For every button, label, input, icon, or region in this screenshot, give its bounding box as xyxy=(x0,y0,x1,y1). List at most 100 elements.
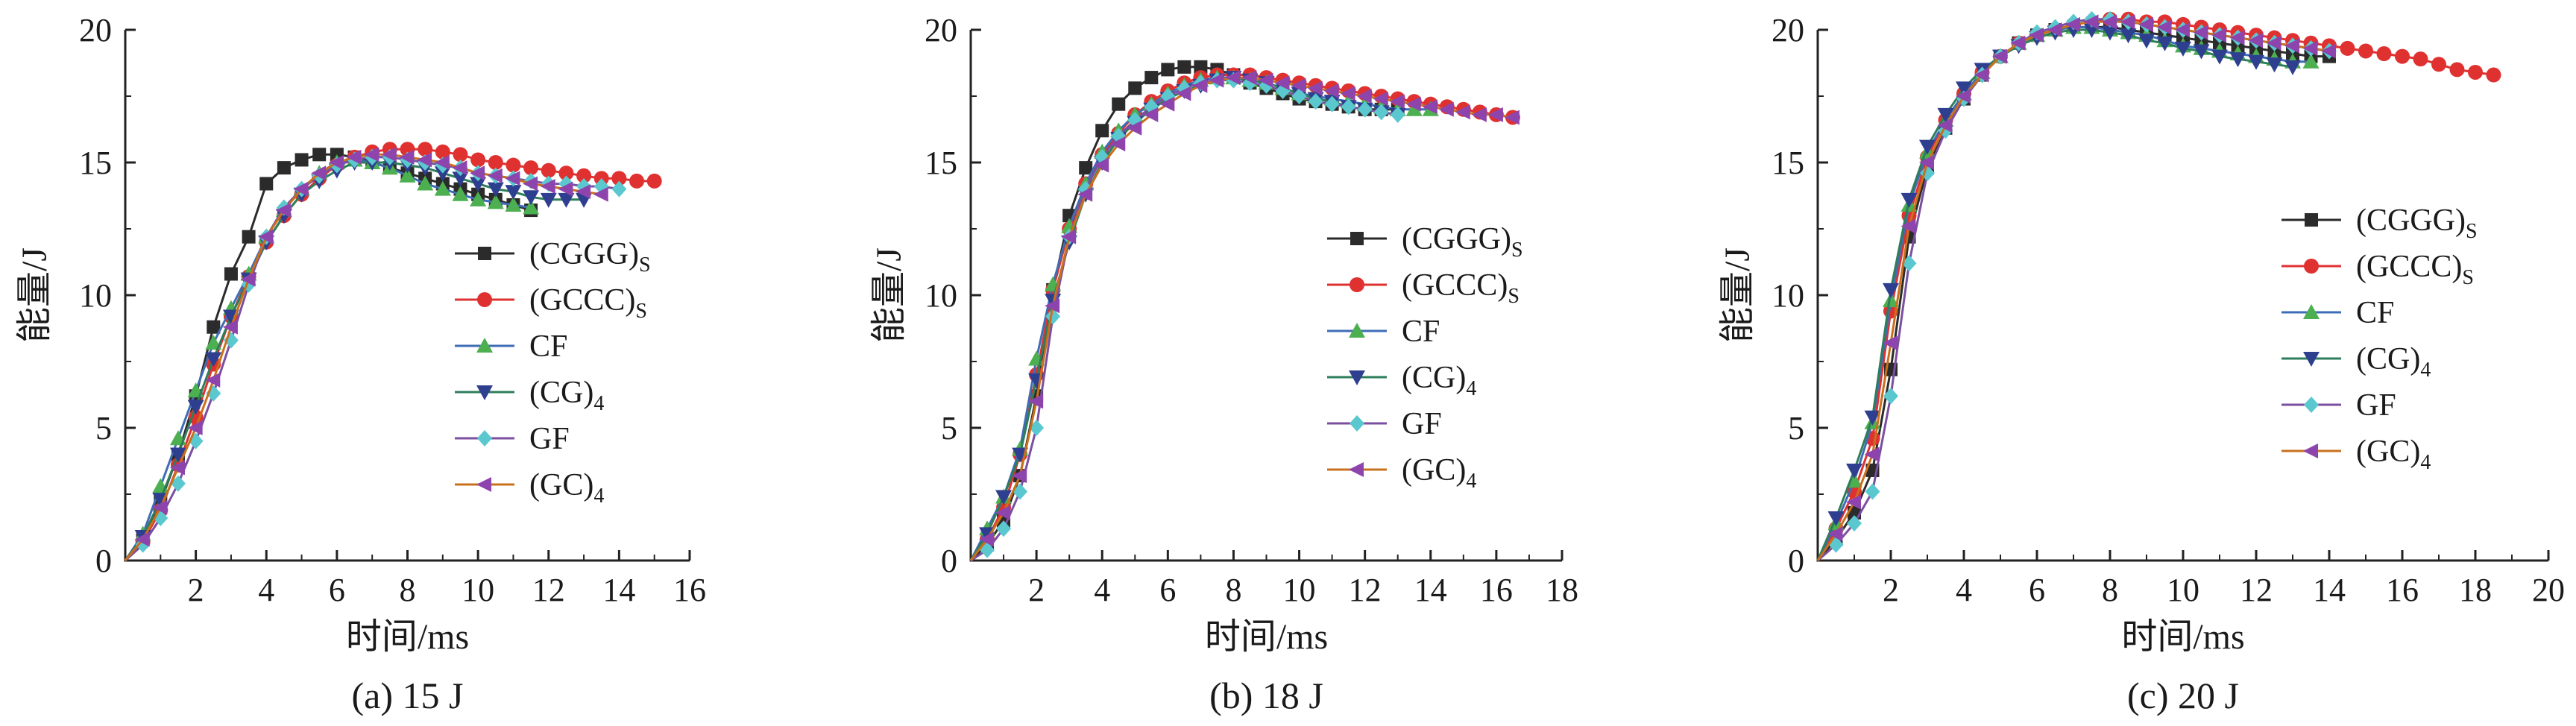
data-point xyxy=(1077,186,1093,202)
legend-label: (GCCC)S xyxy=(2356,250,2474,289)
data-point xyxy=(1112,97,1126,111)
data-point xyxy=(1900,192,1918,208)
legend-label: (CG)4 xyxy=(1402,361,1476,400)
data-point xyxy=(2449,62,2465,78)
legend-marker xyxy=(1349,323,1365,338)
x-tick-label: 12 xyxy=(1349,572,1382,608)
data-point xyxy=(488,155,503,170)
data-point xyxy=(1144,71,1159,85)
data-point xyxy=(558,175,574,192)
legend-marker xyxy=(1350,232,1364,245)
data-point xyxy=(1110,136,1126,152)
data-point xyxy=(187,400,204,415)
data-point xyxy=(541,162,556,178)
series-line-2 xyxy=(124,158,532,561)
x-tick-label: 14 xyxy=(2313,572,2346,608)
data-point xyxy=(275,203,291,218)
data-point xyxy=(1274,75,1290,91)
data-point xyxy=(434,155,450,170)
data-point xyxy=(207,320,221,334)
data-point xyxy=(2211,49,2228,65)
data-point xyxy=(1405,101,1423,116)
y-tick-label: 0 xyxy=(1788,543,1804,579)
data-point xyxy=(1883,335,1898,351)
data-point xyxy=(576,184,591,200)
data-point xyxy=(558,192,575,208)
data-point xyxy=(2321,43,2336,59)
y-tick-label: 0 xyxy=(941,543,957,579)
data-point xyxy=(523,160,539,176)
data-point xyxy=(1177,60,1191,74)
legend-label: (CGGG)S xyxy=(529,237,651,277)
data-point xyxy=(170,475,186,492)
legend-marker xyxy=(476,385,493,400)
data-point xyxy=(1937,118,1953,133)
x-tick-label: 18 xyxy=(1546,572,1578,608)
data-point xyxy=(995,505,1011,520)
data-point xyxy=(470,152,486,168)
data-point xyxy=(1390,106,1405,123)
data-point xyxy=(487,194,504,209)
x-tick-label: 8 xyxy=(1225,572,1241,608)
data-point xyxy=(1883,388,1898,405)
data-point xyxy=(277,161,291,175)
data-point xyxy=(1161,63,1175,77)
legend-marker xyxy=(1349,370,1365,385)
data-point xyxy=(452,160,467,176)
y-tick-label: 5 xyxy=(95,410,112,446)
series-line-4 xyxy=(970,79,1398,562)
data-point xyxy=(2138,34,2155,49)
legend-label: (CG)4 xyxy=(529,376,604,415)
data-point xyxy=(558,165,574,181)
data-point xyxy=(2486,67,2501,83)
data-point xyxy=(434,166,451,182)
data-point xyxy=(1323,83,1339,98)
legend-label: (CGGG)S xyxy=(2356,203,2478,243)
x-tick-label: 14 xyxy=(1414,572,1447,608)
data-point xyxy=(1013,483,1028,500)
data-point xyxy=(2284,38,2299,54)
series-line-5 xyxy=(124,153,602,561)
data-point xyxy=(1883,292,1899,308)
data-point xyxy=(1143,107,1159,122)
data-point xyxy=(2431,57,2446,72)
data-point xyxy=(1241,70,1257,86)
data-point xyxy=(2193,25,2208,40)
data-point xyxy=(1079,161,1093,175)
data-point xyxy=(1900,218,1916,234)
data-point xyxy=(1373,104,1389,121)
data-point xyxy=(1094,157,1109,173)
data-point xyxy=(611,171,627,186)
x-tick-label: 8 xyxy=(2102,572,2118,608)
x-tick-label: 4 xyxy=(1094,572,1110,608)
data-point xyxy=(1487,107,1503,122)
data-point xyxy=(240,271,256,287)
data-point xyxy=(2175,22,2190,37)
y-tick-label: 20 xyxy=(79,12,112,48)
data-point xyxy=(1504,110,1520,125)
data-point xyxy=(505,171,520,186)
data-point xyxy=(1847,515,1862,532)
data-point xyxy=(1356,89,1372,104)
legend-marker xyxy=(1350,415,1364,432)
legend-marker xyxy=(2304,397,2319,413)
data-point xyxy=(593,186,608,202)
data-point xyxy=(2211,28,2226,43)
data-point xyxy=(2175,41,2191,57)
data-point xyxy=(505,196,522,212)
legend-marker xyxy=(476,338,493,353)
legend-label: (GC)4 xyxy=(1402,453,1476,493)
x-tick-label: 6 xyxy=(2029,572,2045,608)
data-point xyxy=(1192,78,1208,93)
data-point xyxy=(1883,282,1899,298)
data-point xyxy=(540,179,555,195)
data-point xyxy=(2065,16,2080,32)
data-point xyxy=(2248,54,2264,70)
legend-marker xyxy=(2303,444,2318,458)
data-point xyxy=(2193,44,2210,60)
data-point xyxy=(187,420,203,435)
data-point xyxy=(1308,93,1323,110)
data-point xyxy=(2302,53,2320,69)
data-point xyxy=(593,178,609,195)
legend-label: CF xyxy=(2356,296,2394,330)
